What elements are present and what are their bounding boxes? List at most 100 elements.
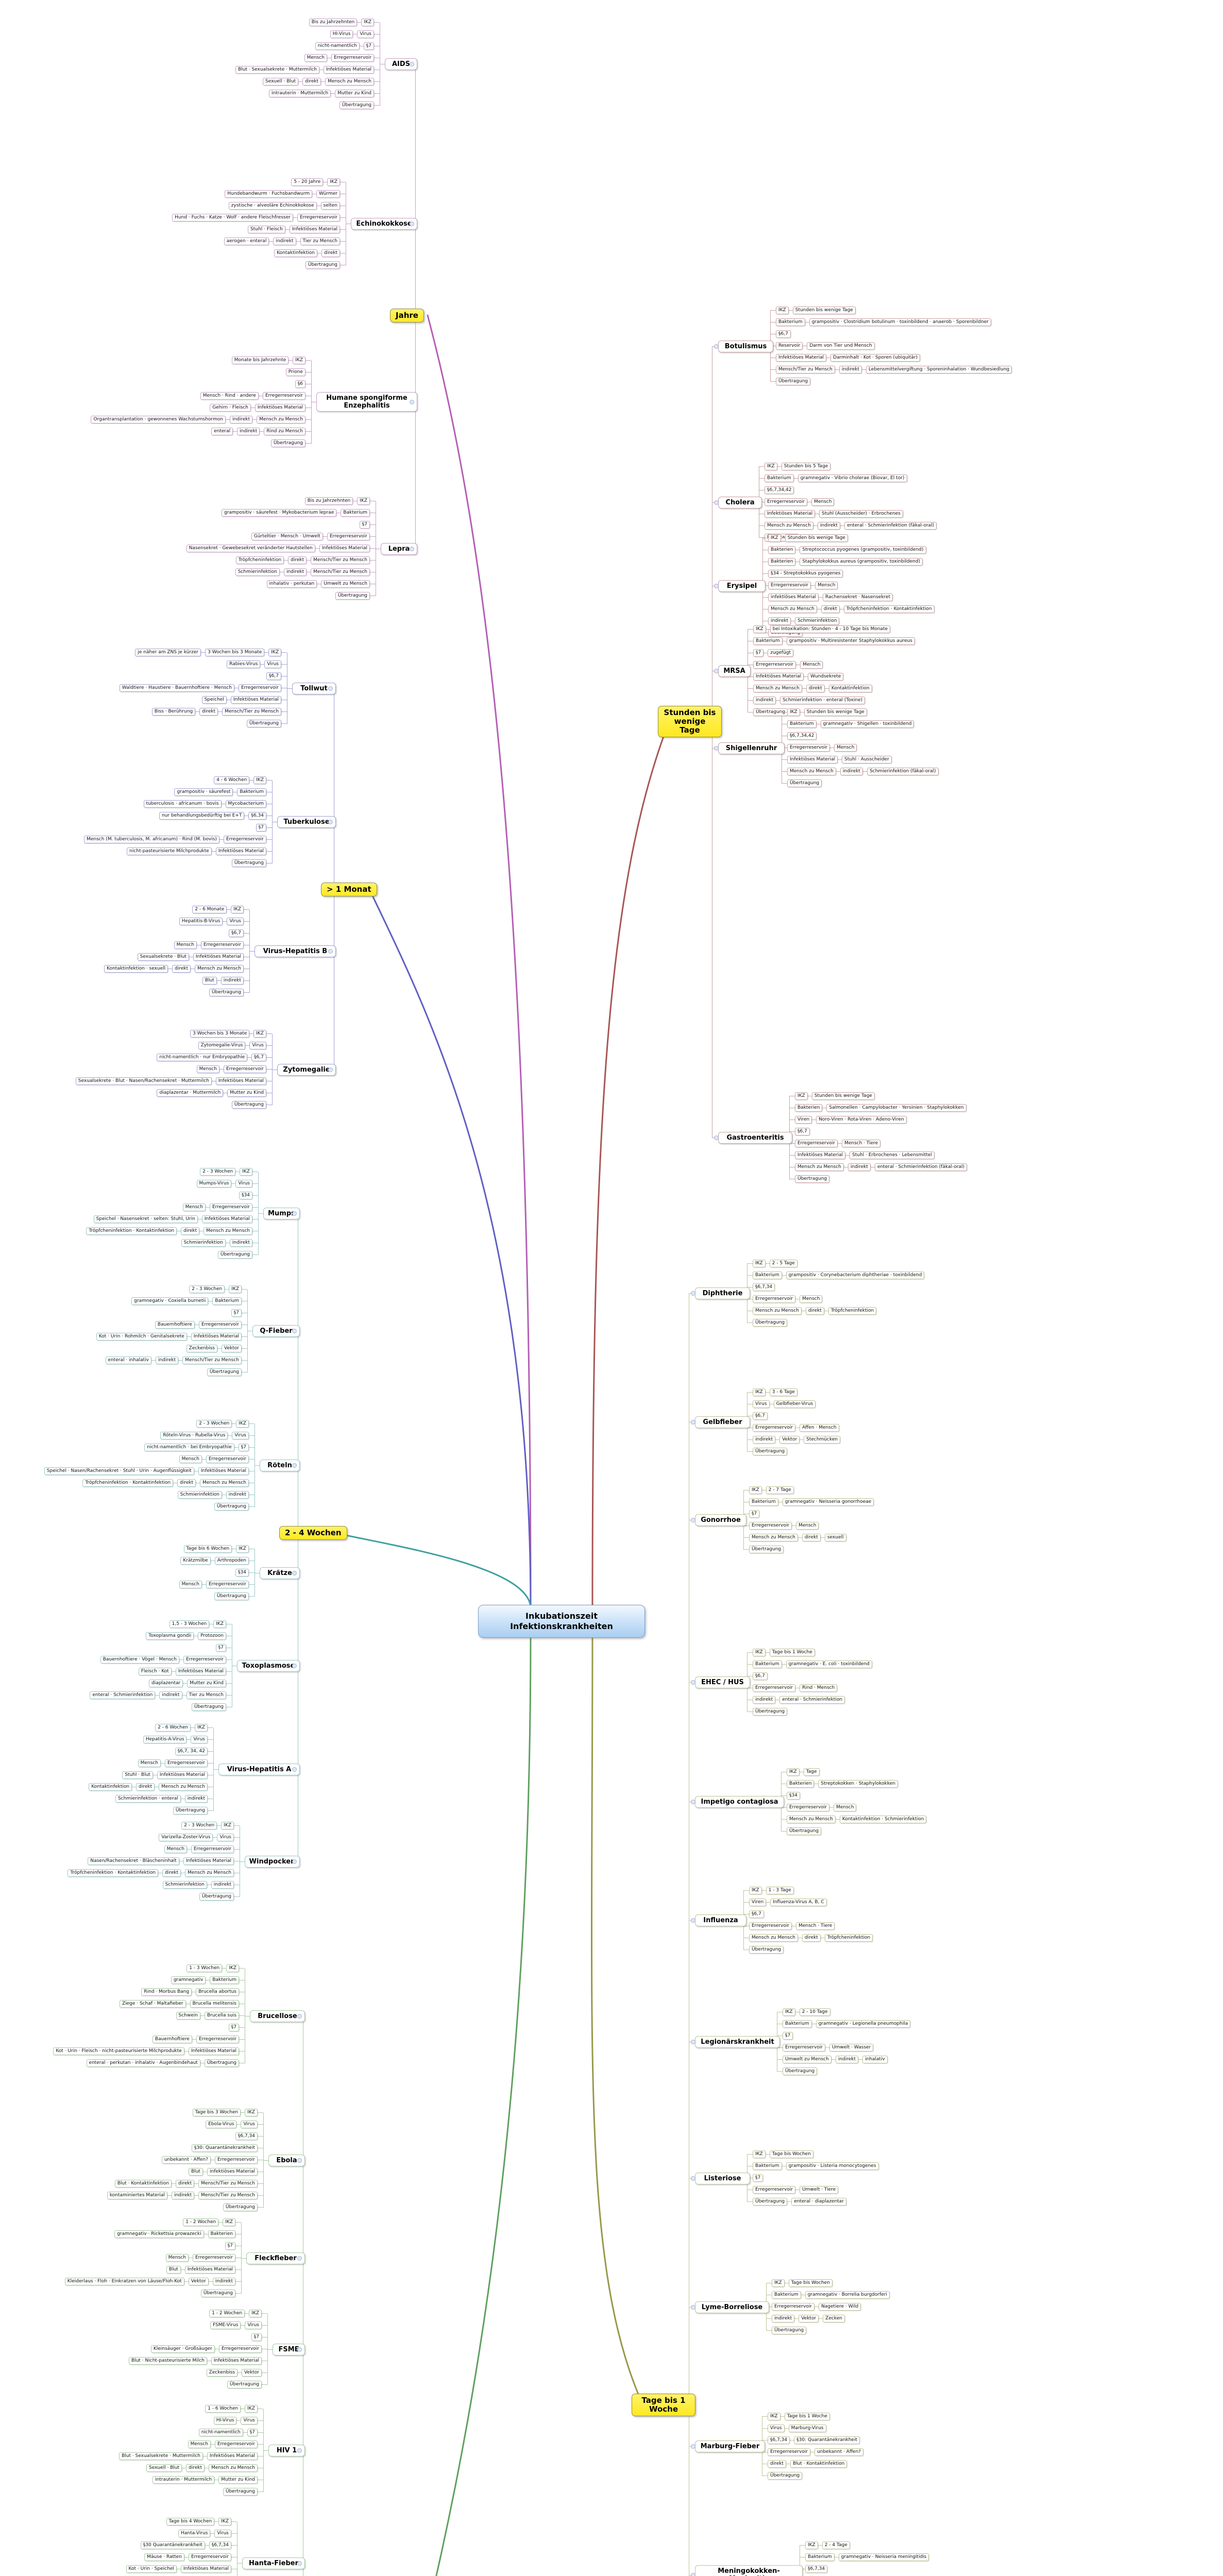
attribute-box[interactable]: Kontaktinfektion · Schmierinfektion bbox=[839, 1816, 927, 1823]
disease-node[interactable]: Krätze bbox=[260, 1567, 300, 1579]
attribute-box[interactable]: Erregerreservoir bbox=[218, 2345, 262, 2353]
attribute-box[interactable]: Mensch zu Mensch bbox=[753, 1307, 802, 1315]
attribute-box[interactable]: §6,7 bbox=[266, 672, 281, 680]
attribute-box[interactable]: IKZ bbox=[236, 1420, 249, 1428]
attribute-box[interactable]: unbekannt · Affen? bbox=[161, 2156, 211, 2164]
disease-node[interactable]: Meningokokken-Meningitis bbox=[695, 2565, 803, 2576]
attribute-box[interactable]: §6,7,34 bbox=[209, 2541, 231, 2549]
attribute-box[interactable]: gramnegativ · E. coli · toxinbildend bbox=[786, 1660, 872, 1668]
attribute-box[interactable]: Mensch bbox=[188, 2441, 211, 2448]
attribute-box[interactable]: direkt bbox=[176, 2180, 195, 2188]
attribute-box[interactable]: Bakterium bbox=[753, 637, 783, 645]
attribute-box[interactable]: Mensch bbox=[811, 498, 835, 506]
attribute-box[interactable]: Affen · Mensch bbox=[800, 1424, 839, 1432]
attribute-box[interactable]: Infektiöses Material bbox=[215, 1077, 266, 1085]
attribute-box[interactable]: HI-Virus bbox=[330, 30, 353, 38]
attribute-box[interactable]: 3 Wochen bis 3 Monate bbox=[190, 1030, 250, 1038]
attribute-box[interactable]: Erregerreservoir bbox=[223, 836, 266, 843]
attribute-box[interactable]: Mensch (M. tuberculosis, M. africanum) ·… bbox=[84, 836, 219, 843]
attribute-box[interactable]: Nasen/Rachensekret · Bläscheninhalt bbox=[88, 1857, 179, 1865]
attribute-box[interactable]: indirekt bbox=[753, 697, 776, 704]
attribute-box[interactable]: Mensch bbox=[304, 54, 327, 62]
attribute-box[interactable]: IKZ bbox=[753, 1388, 766, 1396]
attribute-box[interactable]: Übertragung bbox=[305, 261, 340, 269]
attribute-box[interactable]: Bakterium bbox=[753, 1660, 782, 1668]
disease-node[interactable]: Toxoplasmose bbox=[237, 1660, 300, 1672]
attribute-box[interactable]: Infektiöses Material bbox=[175, 1668, 226, 1675]
attribute-box[interactable]: Schmierinfektion bbox=[181, 1239, 226, 1247]
attribute-box[interactable]: 1 - 2 Wochen bbox=[209, 2310, 245, 2317]
collapse-icon[interactable] bbox=[714, 746, 719, 751]
attribute-box[interactable]: Zecken bbox=[823, 2315, 845, 2323]
attribute-box[interactable]: direkt bbox=[177, 1479, 196, 1487]
attribute-box[interactable]: 1 - 6 Wochen bbox=[205, 2405, 241, 2413]
disease-node[interactable]: Shigellenruhr bbox=[718, 742, 785, 754]
attribute-box[interactable]: indirekt bbox=[753, 1696, 776, 1704]
attribute-box[interactable]: Virus bbox=[241, 2121, 258, 2128]
attribute-box[interactable]: Erregerreservoir bbox=[795, 1140, 838, 1147]
attribute-box[interactable]: Erregerreservoir bbox=[196, 2036, 239, 2043]
attribute-box[interactable]: §7 bbox=[256, 824, 266, 832]
attribute-box[interactable]: Mensch/Tier zu Mensch bbox=[222, 708, 281, 716]
attribute-box[interactable]: direkt bbox=[199, 708, 218, 716]
attribute-box[interactable]: Infektiöses Material bbox=[776, 354, 827, 362]
attribute-box[interactable]: IKZ bbox=[245, 2109, 258, 2116]
attribute-box[interactable]: grampositiv · säurefest bbox=[174, 788, 233, 796]
attribute-box[interactable]: §6,7, 34, 42 bbox=[175, 1748, 208, 1755]
attribute-box[interactable]: Kontaktinfektion bbox=[89, 1783, 132, 1791]
attribute-box[interactable]: §34 - Streptokokkus pyogenes bbox=[768, 570, 843, 578]
attribute-box[interactable]: IKZ bbox=[218, 2518, 231, 2526]
attribute-box[interactable]: Bakterien bbox=[787, 1780, 814, 1788]
attribute-box[interactable]: direkt bbox=[821, 605, 840, 613]
attribute-box[interactable]: Tage bis Wochen bbox=[769, 2150, 813, 2158]
attribute-box[interactable]: Infektiöses Material bbox=[198, 1467, 249, 1475]
disease-node[interactable]: Tuberkulose bbox=[277, 816, 336, 828]
attribute-box[interactable]: Erregerreservoir bbox=[331, 54, 374, 62]
attribute-box[interactable]: Stuhl (Ausscheider) · Erbrochenes bbox=[819, 510, 903, 518]
attribute-box[interactable]: gramnegativ · Coxiella burnetii bbox=[131, 1297, 209, 1305]
disease-node[interactable]: FSME bbox=[273, 2344, 305, 2355]
attribute-box[interactable]: Blut · Sexualsekrete · Muttermilch bbox=[235, 66, 319, 74]
attribute-box[interactable]: zugefügt bbox=[768, 649, 794, 657]
attribute-box[interactable]: Übertragung bbox=[335, 592, 370, 600]
attribute-box[interactable]: Tröpfcheninfektion bbox=[235, 556, 284, 564]
attribute-box[interactable]: Vektor bbox=[799, 2315, 819, 2323]
disease-node[interactable]: AIDS bbox=[385, 58, 417, 70]
attribute-box[interactable]: Übertragung bbox=[207, 1368, 242, 1376]
attribute-box[interactable]: Bakterium bbox=[753, 1272, 782, 1279]
attribute-box[interactable]: Bakterien bbox=[768, 546, 796, 554]
attribute-box[interactable]: diaplazentar bbox=[149, 1680, 183, 1687]
attribute-box[interactable]: Bakterien bbox=[208, 2230, 235, 2238]
attribute-box[interactable]: Mensch zu Mensch bbox=[787, 768, 836, 775]
attribute-box[interactable]: Tröpfcheninfektion bbox=[824, 1934, 873, 1942]
attribute-box[interactable]: Virus bbox=[227, 918, 244, 925]
collapse-icon[interactable] bbox=[691, 1291, 695, 1296]
attribute-box[interactable]: Bakterium bbox=[237, 788, 266, 796]
disease-node[interactable]: EHEC / HUS bbox=[695, 1676, 750, 1688]
attribute-box[interactable]: Mensch zu Mensch bbox=[257, 416, 305, 423]
attribute-box[interactable]: Erregerreservoir bbox=[214, 2441, 258, 2448]
attribute-box[interactable]: Infektiöses Material bbox=[211, 2357, 262, 2365]
attribute-box[interactable]: Übertragung bbox=[209, 989, 244, 996]
attribute-box[interactable]: Mensch bbox=[138, 1759, 161, 1767]
attribute-box[interactable]: Virus bbox=[232, 1432, 249, 1439]
disease-node[interactable]: Gonorrhoe bbox=[695, 1514, 746, 1526]
attribute-box[interactable]: Varizella-Zoster-Virus bbox=[159, 1834, 213, 1841]
disease-node[interactable]: Fleckfieber bbox=[246, 2252, 305, 2264]
collapse-icon[interactable] bbox=[691, 1680, 695, 1685]
attribute-box[interactable]: IKZ bbox=[787, 1768, 800, 1776]
attribute-box[interactable]: 1 - 3 Wochen bbox=[186, 1964, 223, 1972]
disease-node[interactable]: Brucellose bbox=[250, 2010, 305, 2022]
attribute-box[interactable]: Infektiöses Material bbox=[188, 2047, 239, 2055]
attribute-box[interactable]: Bakterium bbox=[783, 2020, 812, 2028]
attribute-box[interactable]: Mensch bbox=[179, 1581, 202, 1588]
attribute-box[interactable]: Übertragung bbox=[173, 1807, 208, 1815]
collapse-icon[interactable] bbox=[410, 547, 414, 551]
attribute-box[interactable]: unbekannt · Affen? bbox=[814, 2448, 864, 2456]
attribute-box[interactable]: §6 bbox=[295, 380, 305, 388]
attribute-box[interactable]: gramnegativ · Borrelia burgdorferi bbox=[805, 2291, 890, 2299]
disease-node[interactable]: Listeriose bbox=[695, 2173, 750, 2184]
attribute-box[interactable]: FSME-Virus bbox=[210, 2321, 241, 2329]
attribute-box[interactable]: enteral · inhalativ bbox=[105, 1357, 151, 1364]
attribute-box[interactable]: IKZ bbox=[768, 534, 781, 542]
